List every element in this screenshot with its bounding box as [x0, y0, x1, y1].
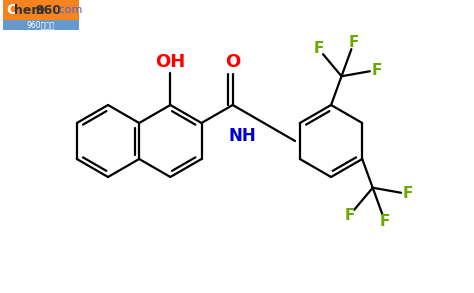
Text: O: O	[225, 53, 240, 71]
Text: F: F	[345, 208, 355, 223]
Text: 960: 960	[35, 4, 61, 16]
FancyBboxPatch shape	[3, 0, 79, 20]
Text: OH: OH	[155, 53, 185, 71]
Text: C: C	[6, 3, 16, 17]
Text: NH: NH	[228, 127, 256, 145]
Text: F: F	[403, 186, 413, 202]
Text: .com: .com	[56, 5, 83, 15]
Text: hem: hem	[14, 4, 45, 16]
Text: F: F	[380, 214, 390, 229]
Text: F: F	[313, 41, 324, 56]
Text: F: F	[348, 35, 359, 50]
Text: 960化工网: 960化工网	[27, 21, 55, 30]
FancyBboxPatch shape	[3, 20, 79, 30]
Text: F: F	[372, 62, 382, 78]
